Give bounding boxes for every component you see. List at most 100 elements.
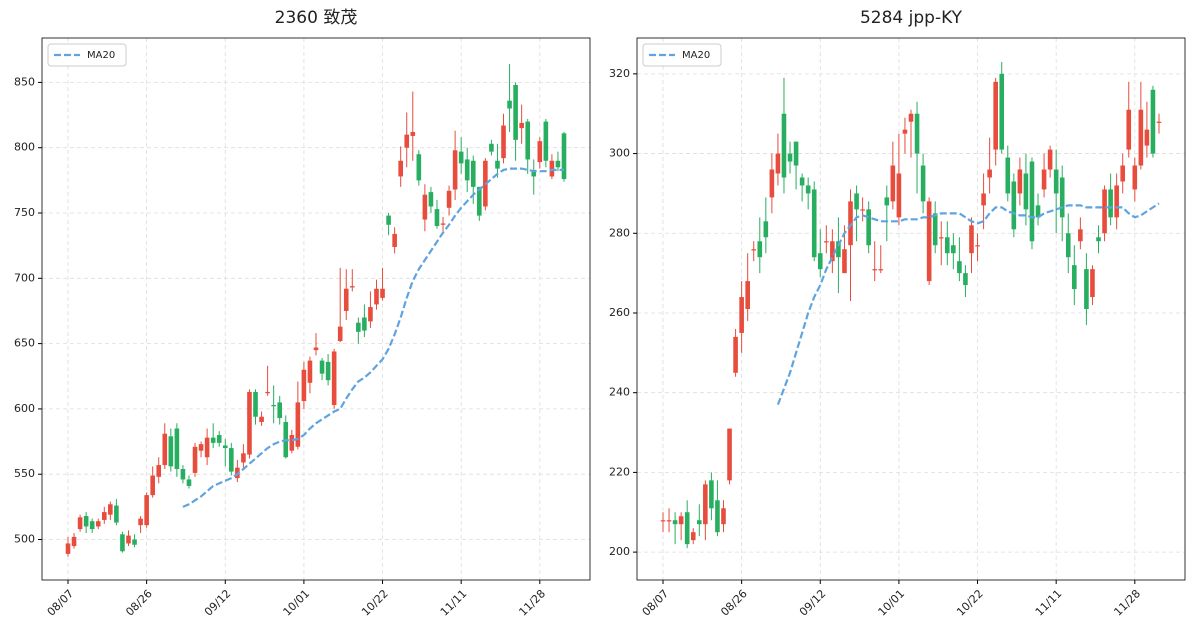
x-tick-label: 09/12 [202,587,234,619]
candle-body [769,169,775,198]
x-tick-label: 08/07 [640,587,672,619]
x-tick-label: 11/28 [516,587,548,619]
x-tick-label: 08/26 [718,587,750,619]
candle-body [1138,109,1144,166]
candle-body [168,436,174,467]
candle-body [896,173,902,218]
y-tick-label: 260 [609,306,630,319]
legend-label: MA20 [682,50,710,61]
candle-body [1078,229,1083,242]
candle-body [216,435,222,443]
candle-body [114,505,119,523]
candle-body [198,444,204,451]
candle-body [872,269,878,271]
candle-body [781,113,787,178]
candle-body [83,516,89,527]
candle-body [501,125,506,159]
candle-body [1144,129,1150,146]
candle-body [416,154,422,181]
candle-body [174,428,180,469]
candle-body [1041,169,1047,190]
candle-body [77,517,83,530]
candle-body [1132,165,1138,190]
candle-body [386,215,391,225]
candle-body [259,416,264,422]
candle-body [914,113,920,154]
candle-body [678,516,684,525]
candle-body [331,351,337,405]
candle-body [775,153,781,174]
candle-body [787,153,793,162]
candle-body [362,317,367,331]
candle-body [356,322,361,332]
candle-body [963,273,968,286]
candle-body [101,512,107,520]
candle-body [392,233,397,247]
candle-body [446,190,452,208]
candle-body [368,307,373,322]
candle-body [969,225,974,254]
legend: MA20 [642,43,722,67]
x-tick-label: 10/01 [876,587,908,619]
candle-body [440,223,446,225]
candle-body [932,213,938,246]
candle-body [380,288,385,298]
candle-body [495,160,500,169]
candle-body [525,121,531,160]
candle-body [470,160,476,187]
y-tick-label: 220 [609,465,630,478]
candle-body [1156,121,1162,123]
candle-body [993,81,998,150]
candle-body [751,249,757,251]
candle-body [902,129,908,134]
candle-body [1072,265,1077,290]
x-tick-label: 09/12 [797,587,829,619]
candle-body [325,361,331,381]
y-tick-label: 650 [14,337,35,350]
candle-body [957,261,962,274]
candle-body [192,446,198,473]
candle-body [703,484,708,525]
candle-body [721,508,726,525]
candle-body [1150,89,1156,154]
candle-body [975,245,980,247]
candle-body [89,521,95,530]
candle-body [434,209,440,227]
candle-body [126,535,131,544]
y-tick-label: 500 [14,533,35,546]
candle-body [144,495,149,526]
candle-body [672,520,678,525]
legend: MA20 [47,43,127,67]
y-tick-label: 700 [14,271,35,284]
candle-body [811,189,817,258]
candle-body [464,159,470,181]
candle-body [1102,189,1107,234]
candle-body [289,435,295,451]
candle-body [65,543,71,554]
candle-body [452,150,458,190]
candle-body [507,100,512,109]
candle-body [186,479,192,486]
y-tick-label: 750 [14,206,35,219]
candle-body [1035,205,1041,218]
candle-body [805,185,811,194]
y-tick-label: 200 [609,545,630,558]
candle-body [1065,233,1071,258]
candle-body [404,134,410,148]
candle-body [666,520,672,522]
candle-body [337,326,343,341]
candle-body [1017,169,1023,194]
candle-body [343,288,349,311]
candle-body [799,177,805,186]
candle-body [1096,237,1101,242]
candle-body [271,404,276,407]
candle-body [241,453,246,463]
chart-title: 5284 jpp-KY [860,8,963,28]
candle-body [745,281,750,309]
candle-body [422,194,428,220]
candle-body [555,160,561,168]
candle-body [999,73,1005,150]
candle-body [265,391,270,394]
candle-body [696,520,702,525]
candle-body [848,201,853,246]
